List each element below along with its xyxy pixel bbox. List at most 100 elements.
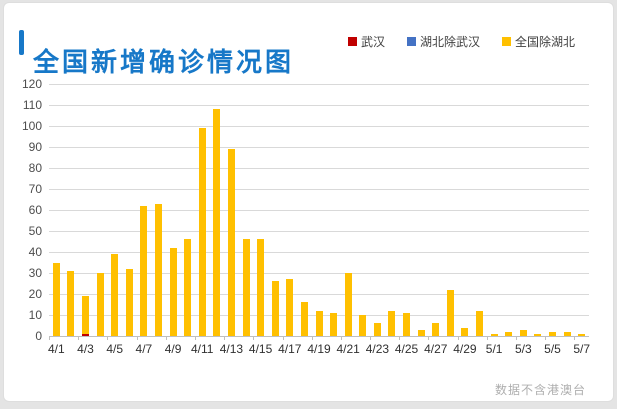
bar-segment <box>52 262 60 336</box>
legend-item-wuhan: 武汉 <box>347 33 385 50</box>
x-axis-tick <box>486 337 488 340</box>
chart-card: 全国新增确诊情况图 武汉 湖北除武汉 全国除湖北 0 10 20 30 40 50 60 70… <box>3 2 614 402</box>
bar-segment <box>154 203 162 336</box>
x-axis-tick <box>574 337 576 340</box>
x-axis-tick-label: 4/11 <box>191 342 214 356</box>
y-axis-tick-label: 110 <box>22 98 42 112</box>
x-axis-tick-label: 4/3 <box>77 342 94 356</box>
x-axis-tick <box>428 337 430 340</box>
bar-segment <box>300 302 308 336</box>
bar-segment <box>315 310 323 336</box>
bar-segment <box>184 239 192 336</box>
bar-segment <box>359 315 367 336</box>
x-axis-tick-label: 4/27 <box>424 342 448 356</box>
x-axis-tick <box>194 337 196 340</box>
gridline <box>49 168 589 169</box>
legend-swatch-national-except-hubei <box>501 37 511 46</box>
bar-segment <box>198 128 206 336</box>
gridline <box>49 252 589 253</box>
bar-segment <box>549 331 556 336</box>
bar-segment <box>96 273 104 336</box>
bar-segment <box>271 281 279 336</box>
y-axis-tick-label: 80 <box>28 161 42 175</box>
x-axis-tick <box>253 337 255 340</box>
y-axis-tick-label: 70 <box>28 182 42 196</box>
y-axis-tick-label: 10 <box>28 308 42 322</box>
x-axis-tick-label: 4/13 <box>219 342 244 356</box>
x-axis-tick-label: 5/5 <box>544 342 561 356</box>
gridline <box>49 210 589 211</box>
bar-segment <box>81 296 89 334</box>
gridline <box>49 105 589 106</box>
gridline <box>49 231 589 232</box>
chart-title: 全国新增确诊情况图 <box>33 47 295 78</box>
x-axis-tick-label: 5/7 <box>573 342 591 356</box>
x-axis-tick <box>457 337 459 340</box>
bar-segment <box>330 312 338 336</box>
bar-segment <box>388 310 396 336</box>
bar-segment <box>461 327 469 336</box>
y-axis-tick-label: 30 <box>28 266 42 280</box>
x-axis-tick-label: 5/1 <box>485 342 503 356</box>
legend-swatch-wuhan <box>347 37 357 46</box>
y-axis-tick-label: 90 <box>28 140 42 154</box>
legend-label-wuhan: 武汉 <box>360 35 385 49</box>
bar-segment <box>417 329 425 336</box>
chart-legend: 武汉 湖北除武汉 全国除湖北 <box>347 33 575 50</box>
legend-label-national-except-hubei: 全国除湖北 <box>514 35 575 49</box>
data-note: 数据不含港澳台 <box>494 383 586 397</box>
y-axis-tick-label: 60 <box>28 203 42 217</box>
bar-segment <box>578 333 586 336</box>
x-axis-tick-label: 4/1 <box>47 342 65 356</box>
y-axis-tick-label: 100 <box>21 119 42 133</box>
gridline <box>49 147 589 148</box>
x-axis-tick-label: 4/21 <box>336 342 360 356</box>
bar-segment <box>403 312 411 336</box>
gridline <box>49 273 589 274</box>
bar-segment <box>257 239 265 336</box>
title-accent-bar <box>19 30 24 55</box>
x-axis-tick-label: 4/5 <box>106 342 124 356</box>
x-axis-tick-label: 4/7 <box>135 342 153 356</box>
bar-segment <box>490 333 498 336</box>
x-axis-tick-label: 4/15 <box>248 342 273 356</box>
x-axis-tick <box>282 337 284 340</box>
x-axis-tick-label: 4/29 <box>453 342 477 356</box>
gridline <box>49 294 589 295</box>
bar-segment <box>446 289 454 336</box>
bar-segment <box>519 329 527 336</box>
bar-segment <box>563 331 571 336</box>
x-axis-tick <box>516 337 518 340</box>
y-axis-tick-label: 50 <box>28 224 42 238</box>
x-axis-tick <box>49 337 50 340</box>
legend-swatch-hubei-except-wuhan <box>406 37 416 46</box>
bar-segment <box>286 279 294 336</box>
y-axis-tick-label: 120 <box>21 77 42 91</box>
bar-segment <box>227 149 235 336</box>
bar-segment <box>213 109 221 336</box>
bar-segment <box>534 333 542 336</box>
x-axis-tick <box>224 337 226 340</box>
x-axis-tick <box>136 337 138 340</box>
x-axis-line <box>49 336 589 337</box>
bar-segment <box>125 268 133 336</box>
bar-segment <box>242 239 250 336</box>
bar-segment <box>505 331 513 336</box>
x-axis-tick-label: 4/23 <box>365 342 390 356</box>
gridline <box>49 126 589 127</box>
x-axis-tick <box>399 337 401 340</box>
gridline <box>49 84 589 85</box>
bar-segment <box>111 254 119 336</box>
x-axis-tick <box>370 337 372 340</box>
bar-segment <box>81 333 89 336</box>
x-axis-tick <box>165 337 167 340</box>
bar-segment <box>169 247 177 336</box>
bar-segment <box>140 205 148 336</box>
x-axis-tick <box>311 337 313 340</box>
x-axis-tick <box>545 337 547 340</box>
gridline <box>49 189 589 190</box>
x-axis-tick-label: 4/17 <box>278 342 302 356</box>
bar-segment <box>432 323 440 336</box>
x-axis-tick-label: 5/3 <box>514 342 532 356</box>
y-axis-tick-label: 0 <box>35 329 42 343</box>
